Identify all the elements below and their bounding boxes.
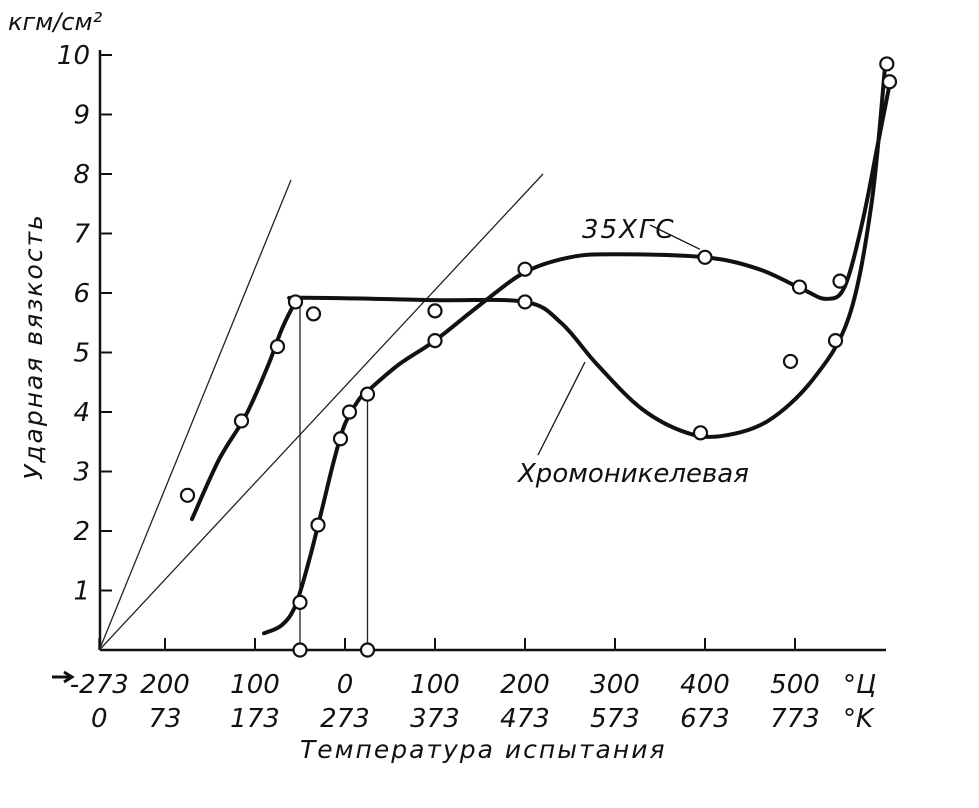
x-tick-label-kelvin: 173	[230, 704, 280, 734]
x-tick-label-celsius: 200	[140, 670, 190, 700]
axes: 1 2 3 4 5 6 7 8 9 10 -273 0 200 73 100 173 0 273 100 373 200…	[52, 41, 886, 734]
arrow-mark	[52, 670, 75, 684]
data-point-series-2	[233, 413, 250, 429]
x-tick-label-celsius: 100	[230, 670, 280, 700]
annotation-chromonickel: Хромоникелевая	[516, 459, 749, 489]
x-tick-label-kelvin: 373	[410, 704, 460, 734]
x-tick-label-kelvin: 273	[320, 704, 370, 734]
data-point-series-2	[287, 294, 304, 310]
series-curves	[190, 64, 892, 636]
leader-chromonickel	[537, 361, 586, 456]
y-tick-label: 3	[73, 458, 90, 488]
data-point-series-2	[827, 333, 844, 349]
data-point-series-1	[292, 594, 308, 611]
y-axis-title: Ударная вязкость	[19, 213, 48, 480]
data-points	[179, 56, 898, 658]
data-point-series-2	[427, 303, 443, 319]
data-point-series-2	[269, 338, 286, 355]
x-tick-label-celsius: 0	[337, 670, 354, 700]
data-point-series-2	[782, 353, 799, 370]
x-tick-label-celsius: 500	[770, 670, 820, 700]
data-point-series-2	[517, 294, 533, 310]
tangent-line	[98, 173, 544, 651]
data-point-series-1	[832, 273, 848, 289]
data-point-series-1	[791, 279, 808, 295]
data-point-series-2	[879, 56, 895, 72]
y-tick-label: 7	[73, 220, 90, 250]
x-tick-label-kelvin: 473	[500, 704, 550, 734]
y-unit-label: кгм/см²	[8, 8, 103, 36]
y-tick-label: 1	[73, 577, 90, 607]
data-point-series-1	[332, 431, 349, 447]
unit-celsius: °Ц	[843, 670, 876, 700]
annotation-35xgs: 35ХГС	[582, 215, 676, 245]
x-tick-label-celsius: -273	[70, 670, 129, 700]
data-point-series-1	[697, 249, 713, 265]
zero-marker	[292, 642, 308, 658]
x-tick-label-celsius: 400	[680, 670, 730, 700]
x-axis-title: Температура испытания	[300, 735, 667, 764]
y-tick-label: 2	[73, 517, 90, 547]
x-tick-label-kelvin: 0	[91, 704, 108, 734]
x-tick-label-celsius: 200	[500, 670, 550, 700]
reference-lines	[98, 173, 701, 651]
x-tick-label-celsius: 100	[410, 670, 460, 700]
x-tick-label-kelvin: 573	[590, 704, 640, 734]
data-point-series-1	[310, 517, 326, 533]
data-point-series-1	[359, 386, 376, 402]
leader-35xgs	[649, 224, 701, 250]
data-point-series-1	[341, 404, 358, 420]
y-tick-label: 10	[57, 41, 90, 71]
y-tick-label: 9	[73, 101, 90, 131]
unit-kelvin: °K	[843, 704, 875, 734]
y-tick-label: 4	[73, 398, 90, 428]
data-point-series-2	[179, 487, 196, 503]
series-curve-2	[190, 64, 887, 522]
tangent-line	[98, 179, 292, 651]
data-point-series-1	[881, 74, 898, 90]
data-point-series-2	[692, 425, 709, 441]
data-point-series-1	[427, 333, 443, 349]
y-tick-label: 6	[73, 279, 90, 309]
zero-marker	[359, 642, 376, 658]
labels: кгм/см² Ударная вязкость Температура исп…	[8, 8, 876, 764]
x-tick-label-kelvin: 673	[680, 704, 730, 734]
y-tick-label: 8	[73, 160, 90, 190]
y-tick-label: 5	[73, 339, 90, 369]
x-tick-label-kelvin: 73	[148, 704, 181, 734]
data-point-series-2	[305, 306, 322, 322]
x-tick-label-celsius: 300	[590, 670, 640, 700]
x-tick-label-kelvin: 773	[770, 704, 820, 734]
data-point-series-1	[517, 261, 533, 277]
